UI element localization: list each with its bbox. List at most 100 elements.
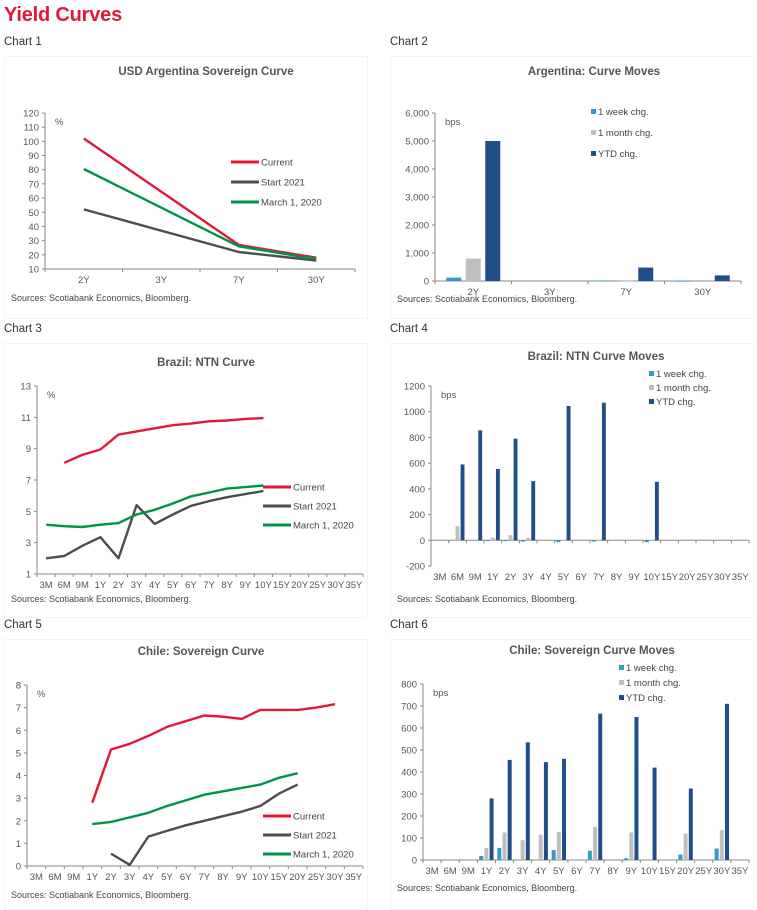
y-tick-label: 200: [409, 510, 425, 521]
x-tick-label: 3Y: [155, 275, 167, 286]
x-tick-label: 4Y: [540, 572, 552, 583]
y-tick-label: 100: [23, 137, 39, 148]
chart-panel-1: Chart 1 USD Argentina Sovereign Curve%10…: [4, 36, 374, 314]
legend-label: 1 month chg.: [598, 128, 653, 139]
unit-label: bps: [441, 390, 457, 401]
y-tick-label: 500: [401, 746, 417, 757]
x-tick-label: 20Y: [291, 580, 309, 591]
y-tick-label: 70: [28, 179, 39, 190]
x-tick-label: 7Y: [593, 572, 605, 583]
x-tick-label: 7Y: [199, 872, 211, 883]
bar-1-month-chg-: [597, 540, 601, 541]
y-tick-label: 100: [401, 834, 417, 845]
x-tick-label: 20Y: [289, 872, 307, 883]
x-tick-label: 8Y: [607, 866, 619, 877]
x-tick-label: 25Y: [696, 572, 714, 583]
bar-1-month-chg-: [629, 833, 633, 861]
bar-1-month-chg-: [720, 830, 724, 860]
unit-label: bps: [433, 688, 449, 699]
y-tick-label: 400: [409, 484, 425, 495]
x-tick-label: 30Y: [327, 872, 345, 883]
chart-title: Chile: Sovereign Curve: [138, 646, 265, 658]
bar-1-month-chg-: [557, 832, 561, 860]
bar-1-month-chg-: [619, 281, 634, 282]
series-line-start-2021: [46, 491, 263, 558]
y-tick-label: 90: [28, 151, 39, 162]
x-tick-label: 8Y: [221, 580, 233, 591]
chart-title: Brazil: NTN Curve Moves: [528, 351, 665, 363]
legend-label: 1 month chg.: [656, 383, 711, 394]
y-tick-label: 0: [412, 856, 417, 867]
bar-1-week-chg-: [715, 849, 719, 860]
x-tick-label: 7Y: [620, 287, 632, 298]
x-tick-label: 30Y: [694, 287, 712, 298]
bar-ytd-chg-: [725, 704, 729, 860]
x-tick-label: 25Y: [695, 866, 713, 877]
bar-ytd-chg-: [567, 406, 571, 540]
bar-1-week-chg-: [486, 540, 490, 541]
chart-1-svg: USD Argentina Sovereign Curve%1020304050…: [5, 57, 367, 313]
bar-1-week-chg-: [479, 856, 483, 860]
x-tick-label: 15Y: [273, 580, 291, 591]
x-tick-label: 2Y: [113, 580, 125, 591]
bar-ytd-chg-: [689, 789, 693, 861]
y-tick-label: 1000: [404, 407, 425, 418]
bar-ytd-chg-: [526, 742, 530, 860]
x-tick-label: 3Y: [517, 866, 529, 877]
unit-label: bps: [445, 117, 461, 128]
bar-1-month-chg-: [650, 540, 654, 541]
bar-1-month-chg-: [526, 538, 530, 541]
bar-1-month-chg-: [491, 538, 495, 541]
y-tick-label: 5,000: [405, 137, 429, 148]
bar-1-month-chg-: [484, 848, 488, 860]
legend-label: Current: [293, 812, 325, 823]
y-tick-label: 120: [23, 109, 39, 120]
chart-title: Argentina: Curve Moves: [528, 66, 660, 78]
x-tick-label: 9Y: [239, 580, 251, 591]
y-tick-label: 800: [409, 433, 425, 444]
y-tick-label: 3: [26, 538, 31, 549]
x-tick-label: 30Y: [327, 580, 345, 591]
x-tick-label: 5Y: [161, 872, 173, 883]
bar-1-month-chg-: [684, 834, 688, 860]
x-tick-label: 7Y: [589, 866, 601, 877]
x-tick-label: 7Y: [203, 580, 215, 591]
bar-1-week-chg-: [624, 858, 628, 860]
legend-label: YTD chg.: [656, 397, 696, 408]
y-tick-label: 5: [16, 748, 21, 759]
bar-1-week-chg-: [552, 850, 556, 860]
bar-1-week-chg-: [678, 855, 682, 861]
x-tick-label: 30Y: [714, 572, 732, 583]
legend-label: 1 week chg.: [598, 107, 649, 118]
y-tick-label: 700: [401, 702, 417, 713]
x-tick-label: 7Y: [233, 275, 245, 286]
y-tick-label: 60: [28, 194, 39, 205]
x-tick-label: 15Y: [659, 866, 677, 877]
x-tick-label: 35Y: [345, 580, 363, 591]
unit-label: %: [37, 689, 46, 700]
x-tick-label: 3M: [425, 866, 438, 877]
y-tick-label: 0: [424, 277, 429, 288]
x-tick-label: 3Y: [522, 572, 534, 583]
x-tick-label: 1Y: [87, 872, 99, 883]
chart-4-svg: Brazil: NTN Curve Movesbps-2000200400600…: [391, 344, 753, 612]
chart-2-svg: Argentina: Curve Movesbps01,0002,0003,00…: [391, 57, 753, 313]
legend-label: March 1, 2020: [293, 850, 354, 861]
x-tick-label: 1Y: [481, 866, 493, 877]
bar-1-month-chg-: [562, 540, 566, 541]
bar-1-week-chg-: [521, 540, 525, 541]
y-tick-label: 5: [26, 507, 31, 518]
x-tick-label: 9M: [67, 872, 80, 883]
x-tick-label: 6Y: [571, 866, 583, 877]
legend-label: Current: [261, 158, 293, 169]
unit-label: %: [47, 390, 56, 401]
legend-swatch: [649, 371, 654, 376]
x-tick-label: 5Y: [553, 866, 565, 877]
y-tick-label: 3,000: [405, 193, 429, 204]
bar-1-week-chg-: [557, 540, 561, 542]
bar-1-month-chg-: [509, 535, 513, 540]
